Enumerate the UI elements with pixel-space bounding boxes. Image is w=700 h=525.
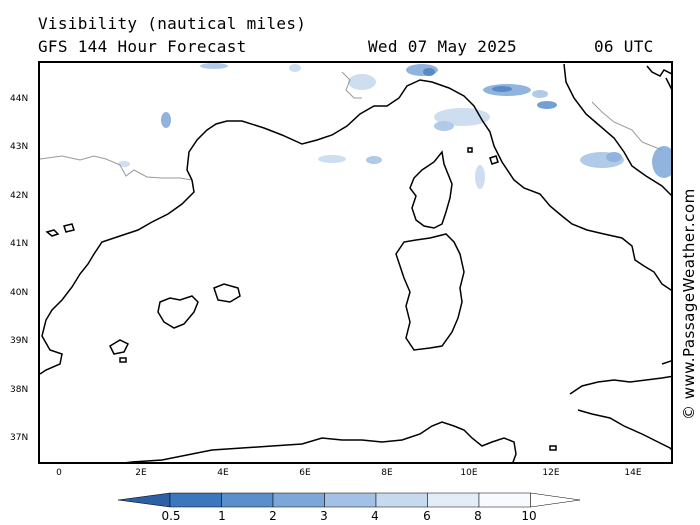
lat-label: 40N xyxy=(10,288,29,298)
legend-swatch xyxy=(221,492,274,508)
lat-label: 41N xyxy=(10,239,29,249)
lon-label: 12E xyxy=(542,468,560,478)
legend-label: 1 xyxy=(218,509,226,523)
forecast-date: Wed 07 May 2025 xyxy=(368,37,517,56)
map-canvas xyxy=(40,63,671,462)
coastline xyxy=(40,63,671,462)
lon-label: 6E xyxy=(299,468,311,478)
lon-label: 0 xyxy=(56,468,62,478)
lat-label: 44N xyxy=(10,94,29,104)
legend-label: 3 xyxy=(320,509,328,523)
legend-swatch xyxy=(118,492,171,508)
legend-swatch xyxy=(272,492,325,508)
visibility-legend xyxy=(118,492,581,508)
visibility-map xyxy=(38,61,673,464)
map-title: Visibility (nautical miles) xyxy=(38,14,307,33)
lon-label: 14E xyxy=(624,468,642,478)
visibility-shading xyxy=(118,63,671,189)
legend-label: 6 xyxy=(423,509,431,523)
legend-label: 0.5 xyxy=(161,509,181,523)
credit-text: © www.PassageWeather.com xyxy=(680,188,698,420)
legend-label: 10 xyxy=(521,509,537,523)
legend-swatch xyxy=(324,492,377,508)
forecast-time: 06 UTC xyxy=(594,37,654,56)
lat-label: 39N xyxy=(10,336,29,346)
legend-swatch xyxy=(427,492,480,508)
lon-label: 8E xyxy=(381,468,393,478)
country-borders xyxy=(40,71,663,181)
legend-swatch xyxy=(375,492,428,508)
forecast-model: GFS 144 Hour Forecast xyxy=(38,37,247,56)
lon-label: 2E xyxy=(135,468,147,478)
lat-label: 43N xyxy=(10,142,29,152)
lon-label: 4E xyxy=(217,468,229,478)
legend-swatch xyxy=(169,492,222,508)
lon-label: 10E xyxy=(460,468,478,478)
legend-swatch xyxy=(478,492,531,508)
legend-label: 2 xyxy=(269,509,277,523)
lat-label: 37N xyxy=(10,433,29,443)
legend-swatch xyxy=(530,492,581,508)
legend-label: 8 xyxy=(474,509,482,523)
legend-label: 4 xyxy=(371,509,379,523)
lat-label: 38N xyxy=(10,385,29,395)
lat-label: 42N xyxy=(10,191,29,201)
